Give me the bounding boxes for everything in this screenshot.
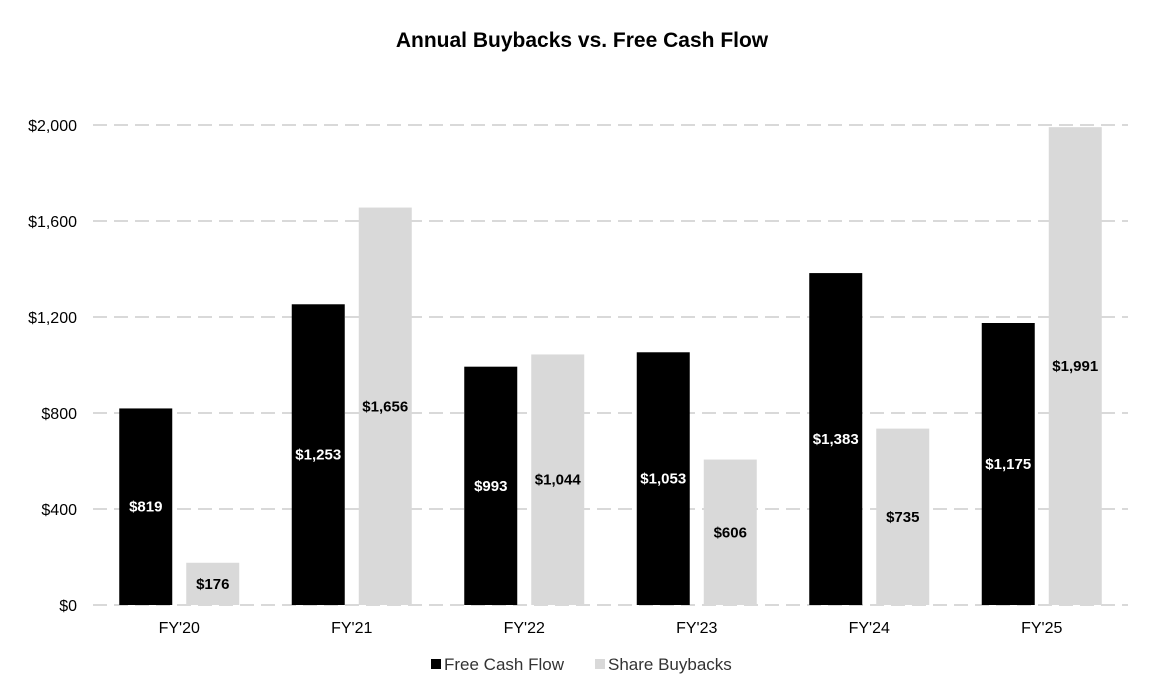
- x-tick-label: FY'23: [676, 620, 717, 637]
- bar-share-buybacks: [1048, 127, 1102, 605]
- data-label: $1,991: [1052, 358, 1098, 375]
- y-tick-label: $1,600: [28, 214, 77, 231]
- y-axis-ticks: $0 $400 $800 $1,200 $1,600 $2,000: [28, 118, 77, 615]
- y-tick-label: $1,200: [28, 310, 77, 327]
- bar-free-cash-flow: [809, 273, 863, 605]
- bar-free-cash-flow: [119, 408, 173, 605]
- y-tick-label: $800: [41, 406, 77, 423]
- data-label: $1,383: [813, 431, 859, 448]
- data-label: $1,656: [362, 398, 408, 415]
- bar-free-cash-flow: [464, 366, 518, 605]
- data-label: $1,044: [535, 472, 582, 489]
- y-tick-label: $2,000: [28, 118, 77, 135]
- y-tick-label: $0: [59, 598, 77, 615]
- x-tick-label: FY'22: [504, 620, 545, 637]
- legend-swatch-free-cash-flow: [431, 659, 441, 669]
- bar-free-cash-flow: [291, 304, 345, 605]
- x-tick-label: FY'24: [849, 620, 890, 637]
- x-axis-ticks: FY'20 FY'21 FY'22 FY'23 FY'24 FY'25: [159, 620, 1063, 637]
- y-tick-label: $400: [41, 502, 77, 519]
- bar-share-buybacks: [703, 459, 757, 605]
- bar-free-cash-flow: [981, 323, 1035, 605]
- data-label: $1,053: [640, 471, 686, 488]
- legend-label-free-cash-flow: Free Cash Flow: [444, 655, 565, 674]
- bar-share-buybacks: [876, 428, 930, 605]
- data-label: $735: [886, 509, 919, 526]
- data-label: $819: [129, 499, 162, 516]
- legend-label-share-buybacks: Share Buybacks: [608, 655, 732, 674]
- data-label: $176: [196, 576, 229, 593]
- bar-share-buybacks: [186, 562, 240, 605]
- data-label: $1,253: [295, 447, 341, 464]
- data-label: $1,175: [985, 456, 1031, 473]
- x-tick-label: FY'25: [1021, 620, 1062, 637]
- x-tick-label: FY'20: [159, 620, 200, 637]
- legend: Free Cash Flow Share Buybacks: [431, 655, 732, 674]
- bars: [119, 127, 1102, 605]
- data-label: $606: [714, 524, 747, 541]
- chart-title: Annual Buybacks vs. Free Cash Flow: [396, 29, 769, 52]
- bar-free-cash-flow: [636, 352, 690, 605]
- legend-swatch-share-buybacks: [595, 659, 605, 669]
- x-tick-label: FY'21: [331, 620, 372, 637]
- bar-labels: $819 $176 $1,253 $1,656 $993 $1,044 $1,053 $606…: [129, 358, 1098, 593]
- bar-share-buybacks: [358, 207, 412, 605]
- data-label: $993: [474, 478, 507, 495]
- gridlines: [93, 124, 1128, 606]
- bar-share-buybacks: [531, 354, 585, 605]
